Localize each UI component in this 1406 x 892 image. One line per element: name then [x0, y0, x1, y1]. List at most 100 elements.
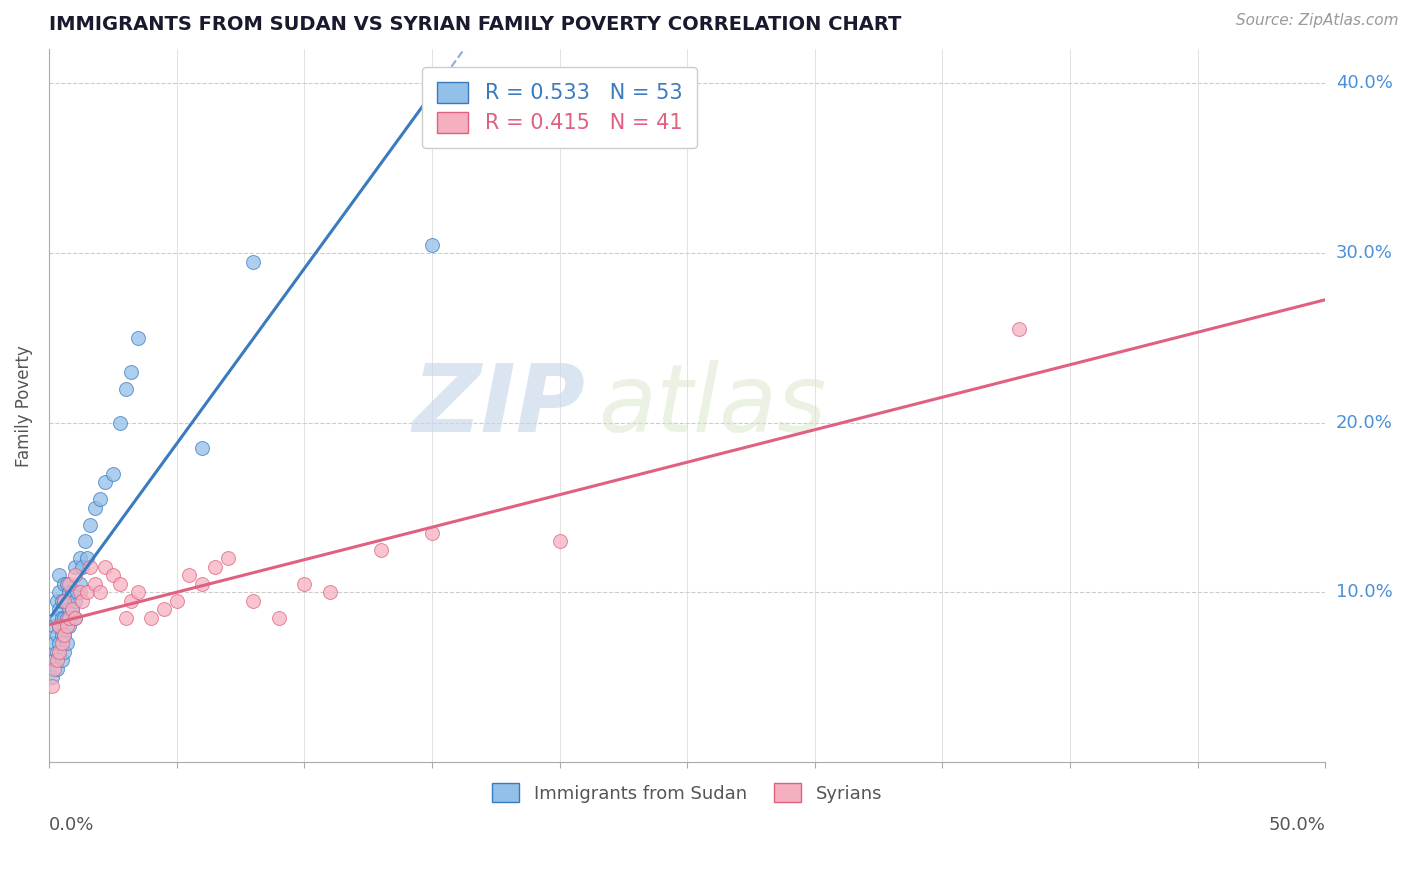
Point [89, 585, 111, 599]
Point [51, 594, 73, 608]
Point [60, 602, 83, 616]
Point [45, 594, 67, 608]
Point [217, 551, 239, 566]
Point [120, 594, 142, 608]
Point [53, 577, 76, 591]
Point [69, 577, 91, 591]
Point [420, 526, 443, 541]
Point [56, 619, 79, 633]
Point [420, 237, 443, 252]
Point [48, 619, 70, 633]
Point [58, 585, 80, 599]
Point [53, 594, 76, 608]
Point [48, 602, 70, 616]
Point [51, 636, 73, 650]
Point [204, 560, 226, 574]
Point [63, 560, 86, 574]
Point [63, 611, 86, 625]
Text: 0.0%: 0.0% [49, 816, 94, 834]
Point [94, 560, 117, 574]
Point [53, 594, 76, 608]
Point [179, 568, 201, 582]
Point [79, 560, 101, 574]
Point [58, 602, 80, 616]
Point [84, 500, 107, 515]
Point [319, 585, 342, 599]
Point [48, 619, 70, 633]
Point [58, 577, 80, 591]
Point [1008, 322, 1031, 336]
Point [94, 475, 117, 489]
Point [58, 611, 80, 625]
Point [56, 636, 79, 650]
Point [53, 645, 76, 659]
Point [63, 568, 86, 582]
Point [370, 543, 392, 558]
Point [56, 611, 79, 625]
Text: 40.0%: 40.0% [1336, 74, 1392, 93]
Point [42, 619, 65, 633]
Point [56, 594, 79, 608]
Point [41, 670, 63, 684]
Point [42, 662, 65, 676]
Text: atlas: atlas [598, 360, 827, 451]
Point [166, 594, 188, 608]
Point [76, 585, 98, 599]
Point [73, 534, 96, 549]
Point [56, 577, 79, 591]
Point [242, 254, 264, 268]
Point [66, 585, 89, 599]
Point [292, 577, 315, 591]
Point [45, 645, 67, 659]
Legend: Immigrants from Sudan, Syrians: Immigrants from Sudan, Syrians [485, 776, 889, 810]
Point [63, 594, 86, 608]
Point [127, 331, 149, 345]
Point [45, 628, 67, 642]
Point [58, 619, 80, 633]
Point [41, 679, 63, 693]
Point [114, 611, 136, 625]
Point [63, 611, 86, 625]
Point [48, 636, 70, 650]
Text: ZIP: ZIP [412, 359, 585, 451]
Text: 30.0%: 30.0% [1336, 244, 1392, 262]
Point [53, 628, 76, 642]
Point [48, 585, 70, 599]
Text: Source: ZipAtlas.com: Source: ZipAtlas.com [1236, 13, 1399, 29]
Point [153, 602, 176, 616]
Point [114, 382, 136, 396]
Point [45, 653, 67, 667]
Point [79, 517, 101, 532]
Point [60, 585, 83, 599]
Point [191, 577, 214, 591]
Point [267, 611, 290, 625]
Point [48, 568, 70, 582]
Point [101, 467, 124, 481]
Point [89, 492, 111, 507]
Point [191, 441, 214, 455]
Point [51, 628, 73, 642]
Point [242, 594, 264, 608]
Point [548, 534, 571, 549]
Point [110, 416, 132, 430]
Text: 20.0%: 20.0% [1336, 414, 1392, 432]
Point [53, 611, 76, 625]
Point [42, 636, 65, 650]
Point [120, 365, 142, 379]
Text: 10.0%: 10.0% [1336, 583, 1392, 601]
Point [45, 662, 67, 676]
Point [45, 611, 67, 625]
Point [48, 645, 70, 659]
Point [101, 568, 124, 582]
Point [51, 653, 73, 667]
Point [70, 560, 93, 574]
Point [60, 602, 83, 616]
Point [110, 577, 132, 591]
Point [76, 551, 98, 566]
Text: IMMIGRANTS FROM SUDAN VS SYRIAN FAMILY POVERTY CORRELATION CHART: IMMIGRANTS FROM SUDAN VS SYRIAN FAMILY P… [49, 15, 901, 34]
Point [53, 628, 76, 642]
Point [51, 611, 73, 625]
Point [139, 611, 162, 625]
Y-axis label: Family Poverty: Family Poverty [15, 345, 32, 467]
Point [84, 577, 107, 591]
